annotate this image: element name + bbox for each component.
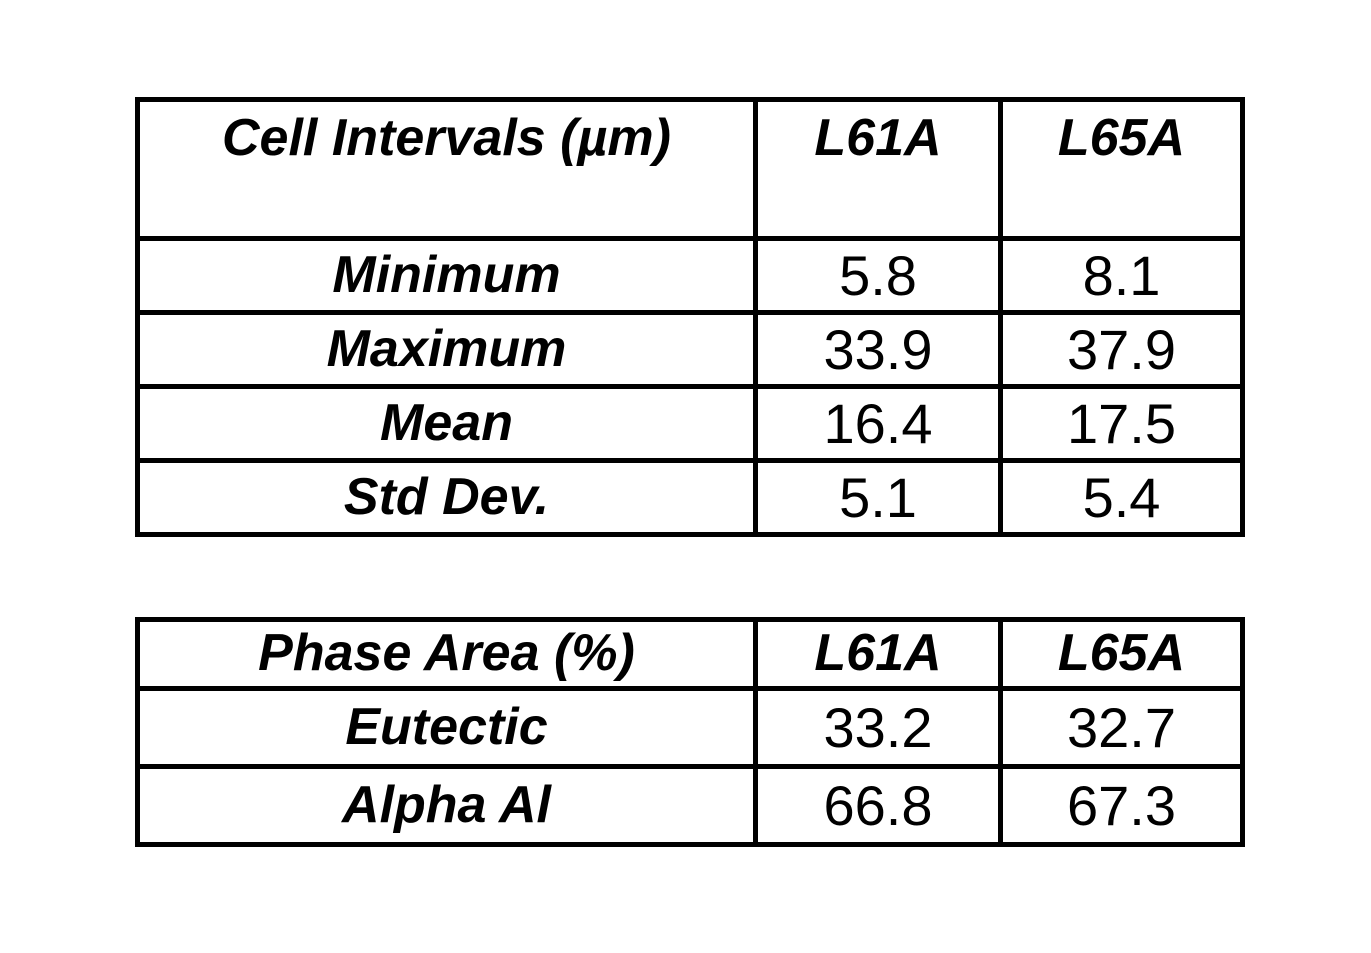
cell-value: 32.7 <box>998 686 1245 769</box>
row-label-std-dev: Std Dev. <box>135 458 758 537</box>
row-label-minimum: Minimum <box>135 236 758 315</box>
column-header-l65a: L65A <box>998 617 1245 691</box>
cell-value: 33.2 <box>753 686 1003 769</box>
cell-value: 5.1 <box>753 458 1003 537</box>
cell-value: 66.8 <box>753 764 1003 847</box>
column-header-l65a: L65A <box>998 97 1245 241</box>
phase-area-table: Phase Area (%) L61A L65A Eutectic 33.2 3… <box>135 617 1245 847</box>
cell-value: 5.4 <box>998 458 1245 537</box>
phase-area-header-row: Phase Area (%) L61A L65A <box>135 617 1245 691</box>
row-label-eutectic: Eutectic <box>135 686 758 769</box>
table-row-maximum: Maximum 33.9 37.9 <box>135 310 1245 389</box>
cell-value: 33.9 <box>753 310 1003 389</box>
table-row-mean: Mean 16.4 17.5 <box>135 384 1245 463</box>
cell-intervals-table: Cell Intervals (µm) L61A L65A Minimum 5.… <box>135 97 1245 537</box>
table-row-alpha-al: Alpha Al 66.8 67.3 <box>135 764 1245 847</box>
row-label-maximum: Maximum <box>135 310 758 389</box>
cell-intervals-title: Cell Intervals (µm) <box>135 97 758 241</box>
cell-value: 17.5 <box>998 384 1245 463</box>
column-header-l61a: L61A <box>753 97 1003 241</box>
table-row-minimum: Minimum 5.8 8.1 <box>135 236 1245 315</box>
row-label-alpha-al: Alpha Al <box>135 764 758 847</box>
cell-value: 16.4 <box>753 384 1003 463</box>
phase-area-title: Phase Area (%) <box>135 617 758 691</box>
cell-value: 5.8 <box>753 236 1003 315</box>
table-row-std-dev: Std Dev. 5.1 5.4 <box>135 458 1245 537</box>
cell-value: 67.3 <box>998 764 1245 847</box>
cell-value: 37.9 <box>998 310 1245 389</box>
cell-intervals-header-row: Cell Intervals (µm) L61A L65A <box>135 97 1245 241</box>
cell-value: 8.1 <box>998 236 1245 315</box>
table-row-eutectic: Eutectic 33.2 32.7 <box>135 686 1245 769</box>
row-label-mean: Mean <box>135 384 758 463</box>
column-header-l61a: L61A <box>753 617 1003 691</box>
